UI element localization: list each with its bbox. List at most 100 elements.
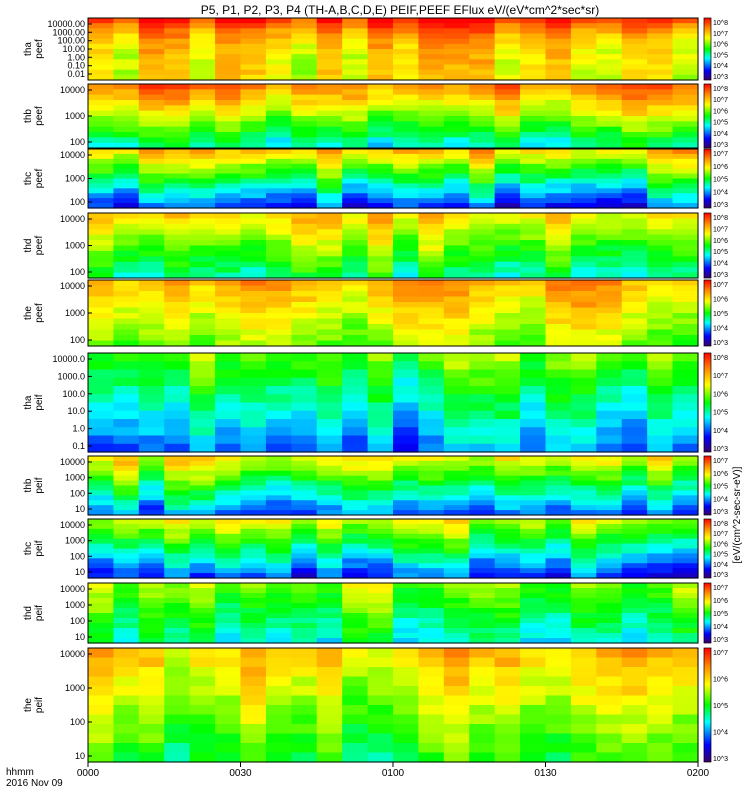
heatmap-cell bbox=[443, 460, 470, 467]
heatmap-cell bbox=[265, 588, 292, 594]
heatmap-cell bbox=[189, 23, 216, 29]
heatmap-cell bbox=[494, 193, 521, 199]
heatmap-cell bbox=[596, 198, 623, 204]
heatmap-cell bbox=[647, 132, 674, 138]
heatmap-cell bbox=[494, 686, 521, 697]
heatmap-cell bbox=[215, 198, 242, 204]
heatmap-cell bbox=[672, 340, 699, 347]
heatmap-cell bbox=[494, 307, 521, 314]
heatmap-cell bbox=[647, 307, 674, 314]
heatmap-cell bbox=[494, 705, 521, 716]
panel-species-label: peef bbox=[34, 39, 45, 59]
heatmap-cell bbox=[164, 480, 191, 487]
heatmap-cell bbox=[342, 667, 369, 678]
heatmap-cell bbox=[596, 548, 623, 555]
heatmap-cell bbox=[367, 267, 394, 274]
heatmap-cell bbox=[291, 369, 318, 379]
heatmap-cell bbox=[316, 558, 343, 564]
heatmap-cell bbox=[621, 603, 648, 609]
heatmap-cell bbox=[570, 648, 597, 659]
heatmap-cell bbox=[215, 427, 242, 437]
heatmap-cell bbox=[545, 285, 572, 292]
heatmap-cell bbox=[596, 302, 623, 309]
heatmap-cell bbox=[240, 475, 267, 482]
heatmap-cell bbox=[443, 593, 470, 599]
heatmap-cell bbox=[113, 419, 140, 428]
heatmap-cell bbox=[570, 618, 597, 624]
heatmap-cell bbox=[494, 74, 521, 81]
heatmap-cell bbox=[164, 89, 191, 96]
heatmap-cell bbox=[443, 695, 470, 706]
heatmap-cell bbox=[570, 168, 597, 175]
heatmap-cell bbox=[596, 256, 623, 263]
heatmap-cell bbox=[138, 443, 165, 453]
heatmap-cell bbox=[418, 168, 445, 175]
heatmap-cell bbox=[621, 18, 648, 24]
heatmap-cell bbox=[342, 353, 369, 362]
heatmap-cell bbox=[215, 69, 242, 76]
heatmap-cell bbox=[621, 307, 648, 314]
heatmap-cell bbox=[291, 583, 318, 589]
heatmap-cell bbox=[265, 18, 292, 24]
heatmap-cell bbox=[316, 223, 343, 230]
heatmap-cell bbox=[164, 519, 191, 525]
heatmap-cell bbox=[596, 307, 623, 314]
y-tick-label: 10000 bbox=[60, 649, 85, 659]
heatmap-cell bbox=[672, 198, 699, 204]
heatmap-cell bbox=[469, 23, 496, 29]
heatmap-cell bbox=[393, 667, 420, 678]
heatmap-cell bbox=[367, 443, 394, 453]
heatmap-cell bbox=[596, 500, 623, 506]
heatmap-cell bbox=[113, 618, 140, 624]
heatmap-cell bbox=[596, 568, 623, 574]
heatmap-cell bbox=[164, 608, 191, 614]
heatmap-cell bbox=[545, 465, 572, 472]
heatmap-cell bbox=[596, 558, 623, 564]
heatmap-cell bbox=[215, 623, 242, 629]
heatmap-cell bbox=[113, 505, 140, 511]
heatmap-cell bbox=[647, 313, 674, 320]
heatmap-cell bbox=[113, 261, 140, 268]
heatmap-cell bbox=[367, 667, 394, 678]
heatmap-cell bbox=[596, 110, 623, 117]
heatmap-cell bbox=[189, 598, 216, 604]
heatmap-cell bbox=[393, 353, 420, 362]
heatmap-cell bbox=[240, 213, 267, 220]
colorbar-tick: 10^4 bbox=[713, 496, 728, 503]
heatmap-cell bbox=[138, 153, 165, 160]
heatmap-cell bbox=[240, 324, 267, 331]
heatmap-cell bbox=[88, 394, 115, 404]
heatmap-cell bbox=[164, 340, 191, 347]
heatmap-cell bbox=[520, 353, 547, 362]
heatmap-cell bbox=[164, 460, 191, 467]
heatmap-cell bbox=[520, 272, 547, 279]
heatmap-cell bbox=[342, 89, 369, 96]
heatmap-cell bbox=[88, 523, 115, 530]
heatmap-cell bbox=[469, 100, 496, 106]
heatmap-cell bbox=[265, 198, 292, 204]
heatmap-cell bbox=[88, 272, 115, 279]
y-tick-label: 1000.0 bbox=[57, 371, 85, 381]
heatmap-cell bbox=[164, 54, 191, 60]
heatmap-cell bbox=[138, 218, 165, 225]
heatmap-cell bbox=[367, 435, 394, 445]
heatmap-cell bbox=[596, 43, 623, 50]
heatmap-cell bbox=[393, 272, 420, 279]
heatmap-cell bbox=[621, 495, 648, 501]
heatmap-cell bbox=[215, 705, 242, 716]
heatmap-cell bbox=[265, 618, 292, 624]
heatmap-cell bbox=[164, 752, 191, 763]
heatmap-cell bbox=[672, 110, 699, 117]
heatmap-cell bbox=[367, 137, 394, 144]
heatmap-cell bbox=[240, 94, 267, 101]
heatmap-cell bbox=[138, 94, 165, 101]
heatmap-cell bbox=[164, 132, 191, 138]
heatmap-cell bbox=[88, 495, 115, 501]
heatmap-cell bbox=[647, 296, 674, 303]
heatmap-cell bbox=[215, 110, 242, 117]
heatmap-cell bbox=[545, 121, 572, 128]
heatmap-cell bbox=[520, 229, 547, 236]
heatmap-cell bbox=[418, 272, 445, 279]
heatmap-cell bbox=[647, 240, 674, 247]
heatmap-cell bbox=[545, 533, 572, 540]
